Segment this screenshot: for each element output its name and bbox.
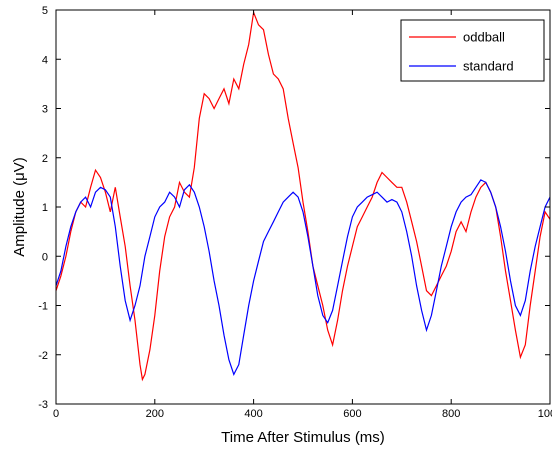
series-line-oddball	[55, 10, 551, 382]
y-tick-label: 2	[42, 153, 48, 165]
y-tick-label: 4	[42, 54, 48, 66]
y-tick-label: -3	[38, 399, 48, 411]
y-tick-label: 5	[42, 5, 48, 17]
x-axis-ticks: 0 200 400 600 800 1000	[53, 10, 552, 420]
x-tick-label: 200	[146, 408, 164, 420]
x-axis-label: Time After Stimulus (ms)	[221, 429, 385, 446]
legend-box	[400, 19, 545, 82]
legend-label-oddball: oddball	[463, 30, 505, 45]
x-tick-label: 1000	[538, 408, 552, 420]
y-tick-label: -1	[38, 301, 48, 313]
series-lines	[55, 10, 551, 382]
y-axis-ticks: -3 -2 -1 0 1 2 3 4 5	[38, 5, 550, 411]
y-tick-label: 3	[42, 104, 48, 116]
legend-label-standard: standard	[463, 59, 514, 74]
x-tick-label: 600	[343, 408, 361, 420]
x-tick-label: 400	[244, 408, 262, 420]
y-axis-label: Amplitude (μV)	[11, 157, 28, 257]
series-line-standard	[55, 179, 551, 376]
y-tick-label: -2	[38, 350, 48, 362]
y-tick-label: 0	[42, 251, 48, 263]
y-tick-label: 1	[42, 202, 48, 214]
x-tick-label: 800	[442, 408, 460, 420]
x-tick-label: 0	[53, 408, 59, 420]
legend: oddball standard	[400, 19, 545, 82]
